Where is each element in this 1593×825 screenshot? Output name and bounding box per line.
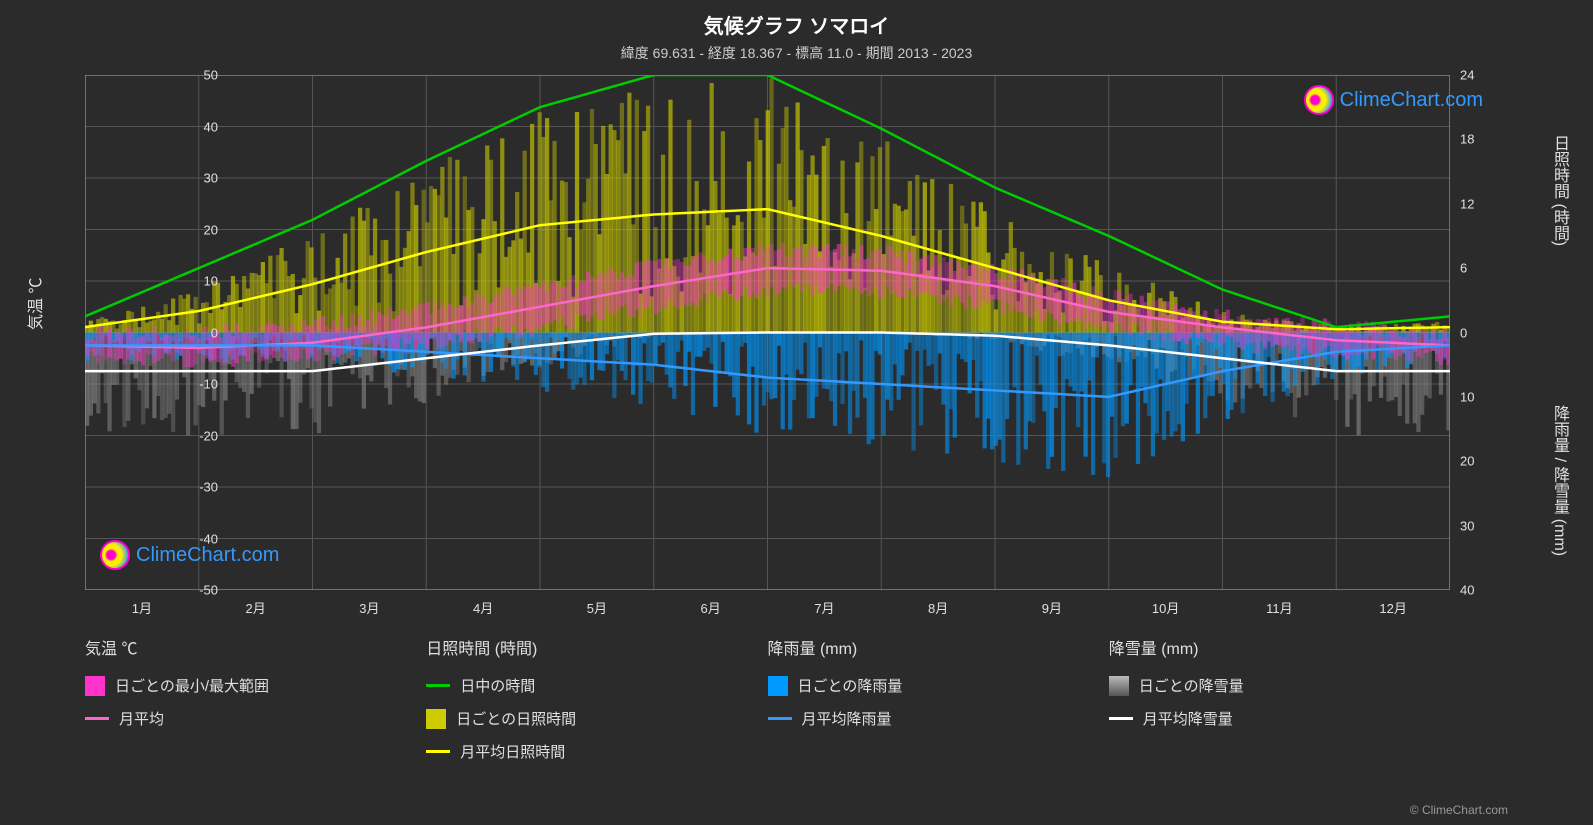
y-tick-left: 20	[204, 222, 218, 237]
swatch-icon	[85, 717, 109, 720]
climechart-logo-icon	[1304, 85, 1334, 115]
legend-label: 月平均日照時間	[460, 741, 565, 762]
legend-item: 日中の時間	[426, 675, 767, 696]
legend-label: 日中の時間	[460, 675, 535, 696]
chart-container: 気候グラフ ソマロイ 緯度 69.631 - 経度 18.367 - 標高 11…	[0, 0, 1593, 825]
legend-item: 日ごとの降雨量	[768, 675, 1109, 696]
x-tick-month: 8月	[928, 598, 948, 617]
chart-title: 気候グラフ ソマロイ	[0, 0, 1593, 39]
legend-col-sunshine: 日照時間 (時間) 日中の時間 日ごとの日照時間 月平均日照時間	[426, 635, 767, 762]
swatch-icon	[426, 709, 446, 729]
x-tick-month: 11月	[1266, 598, 1293, 617]
watermark-text: ClimeChart.com	[1340, 89, 1483, 112]
y-tick-left: 50	[204, 68, 218, 83]
swatch-icon	[768, 717, 792, 720]
y-tick-right: 6	[1460, 261, 1467, 276]
y-tick-right: 24	[1460, 68, 1474, 83]
swatch-icon	[426, 750, 450, 753]
x-tick-month: 5月	[587, 598, 607, 617]
legend-title: 気温 ℃	[85, 635, 426, 659]
legend-col-snow: 降雪量 (mm) 日ごとの降雪量 月平均降雪量	[1109, 635, 1450, 762]
x-tick-month: 1月	[132, 598, 152, 617]
swatch-icon	[426, 684, 450, 687]
y-tick-left: 40	[204, 119, 218, 134]
x-tick-month: 10月	[1152, 598, 1179, 617]
x-tick-month: 7月	[814, 598, 834, 617]
chart-svg	[85, 75, 1450, 590]
x-tick-month: 6月	[701, 598, 721, 617]
x-tick-month: 4月	[473, 598, 493, 617]
watermark-bottom: ClimeChart.com	[100, 540, 279, 570]
legend-item: 月平均	[85, 708, 426, 729]
legend-item: 月平均降雨量	[768, 708, 1109, 729]
y-axis-left-label: 気温 ℃	[22, 278, 46, 330]
y-tick-left: 10	[204, 274, 218, 289]
x-tick-month: 3月	[359, 598, 379, 617]
y-tick-left: 30	[204, 171, 218, 186]
legend-item: 日ごとの最小/最大範囲	[85, 675, 426, 696]
legend-label: 日ごとの降雪量	[1139, 675, 1244, 696]
legend-label: 月平均	[119, 708, 164, 729]
legend-label: 月平均降雪量	[1143, 708, 1233, 729]
y-tick-left: -50	[199, 583, 218, 598]
plot-area	[85, 75, 1450, 590]
footer-credit: © ClimeChart.com	[1410, 803, 1508, 817]
legend-item: 月平均降雪量	[1109, 708, 1450, 729]
y-tick-left: 0	[211, 325, 218, 340]
legend-col-rain: 降雨量 (mm) 日ごとの降雨量 月平均降雨量	[768, 635, 1109, 762]
y-tick-left: -20	[199, 428, 218, 443]
y-axis-right-upper-label: 日照時間 (時間)	[1547, 135, 1571, 246]
y-tick-right: 30	[1460, 518, 1474, 533]
y-tick-right: 10	[1460, 389, 1474, 404]
swatch-icon	[1109, 717, 1133, 720]
y-axis-right-lower-label: 降雨量 / 降雪量 (mm)	[1547, 405, 1571, 556]
swatch-icon	[1109, 676, 1129, 696]
legend-item: 月平均日照時間	[426, 741, 767, 762]
legend-title: 日照時間 (時間)	[426, 635, 767, 659]
y-tick-right: 12	[1460, 196, 1474, 211]
legend-title: 降雨量 (mm)	[768, 635, 1109, 659]
y-tick-right: 18	[1460, 132, 1474, 147]
legend-title: 降雪量 (mm)	[1109, 635, 1450, 659]
y-tick-left: -10	[199, 377, 218, 392]
watermark-top: ClimeChart.com	[1304, 85, 1483, 115]
legend-label: 日ごとの最小/最大範囲	[115, 675, 269, 696]
y-tick-right: 0	[1460, 325, 1467, 340]
x-tick-month: 2月	[246, 598, 266, 617]
x-tick-month: 12月	[1379, 598, 1406, 617]
climechart-logo-icon	[100, 540, 130, 570]
swatch-icon	[85, 676, 105, 696]
y-tick-left: -30	[199, 480, 218, 495]
legend-label: 月平均降雨量	[802, 708, 892, 729]
legend: 気温 ℃ 日ごとの最小/最大範囲 月平均 日照時間 (時間) 日中の時間 日ごと…	[85, 635, 1450, 762]
legend-item: 日ごとの降雪量	[1109, 675, 1450, 696]
legend-label: 日ごとの降雨量	[798, 675, 903, 696]
x-tick-month: 9月	[1042, 598, 1062, 617]
watermark-text: ClimeChart.com	[136, 544, 279, 567]
chart-subtitle: 緯度 69.631 - 経度 18.367 - 標高 11.0 - 期間 201…	[0, 43, 1593, 63]
legend-col-temp: 気温 ℃ 日ごとの最小/最大範囲 月平均	[85, 635, 426, 762]
y-tick-right: 40	[1460, 583, 1474, 598]
legend-item: 日ごとの日照時間	[426, 708, 767, 729]
y-tick-right: 20	[1460, 454, 1474, 469]
legend-label: 日ごとの日照時間	[456, 708, 576, 729]
swatch-icon	[768, 676, 788, 696]
